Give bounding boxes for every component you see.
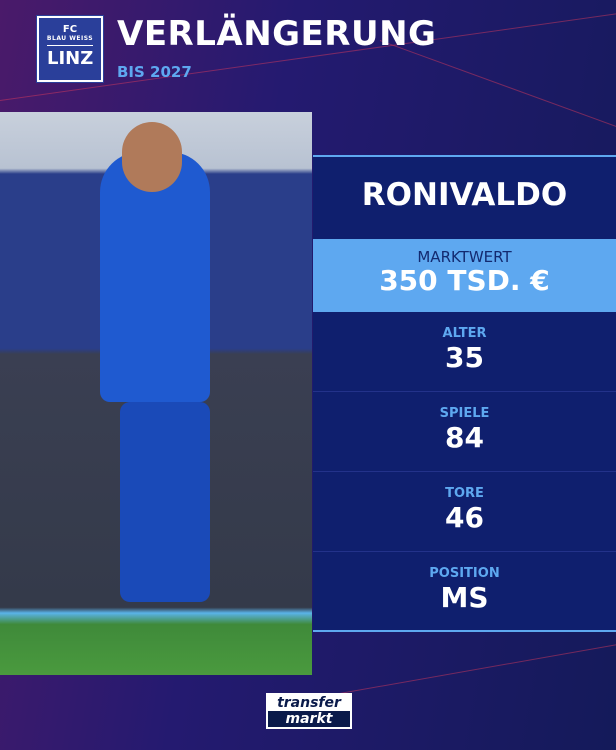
stat-value: 46 (445, 501, 484, 534)
club-logo: FC BLAU WEISS LINZ (36, 15, 104, 83)
market-value: MARKTWERT 350 TSD. € (313, 239, 616, 312)
player-photo (0, 112, 312, 675)
player-head (122, 122, 182, 192)
stat-label: SPIELE (439, 406, 490, 421)
stats-panel: RONIVALDO MARKTWERT 350 TSD. € ALTER 35 S… (313, 155, 616, 632)
stat-games: SPIELE 84 (313, 392, 616, 472)
transfermarkt-logo: transfer markt (266, 693, 352, 729)
stat-goals: TORE 46 (313, 472, 616, 552)
player-name: RONIVALDO (361, 177, 568, 213)
stat-age: ALTER 35 (313, 312, 616, 392)
subtitle: BIS 2027 (117, 63, 192, 81)
headline: VERLÄNGERUNG (117, 14, 437, 54)
market-value-label: MARKTWERT (417, 248, 512, 266)
market-value-value: 350 TSD. € (379, 264, 550, 297)
player-legs (120, 402, 210, 602)
stat-value: MS (440, 581, 489, 614)
stat-label: POSITION (429, 566, 500, 581)
player-jersey (100, 152, 210, 402)
stat-position: POSITION MS (313, 552, 616, 632)
stat-label: TORE (445, 486, 484, 501)
stat-label: ALTER (442, 326, 487, 341)
stat-value: 84 (445, 421, 484, 454)
stat-value: 35 (445, 341, 484, 374)
